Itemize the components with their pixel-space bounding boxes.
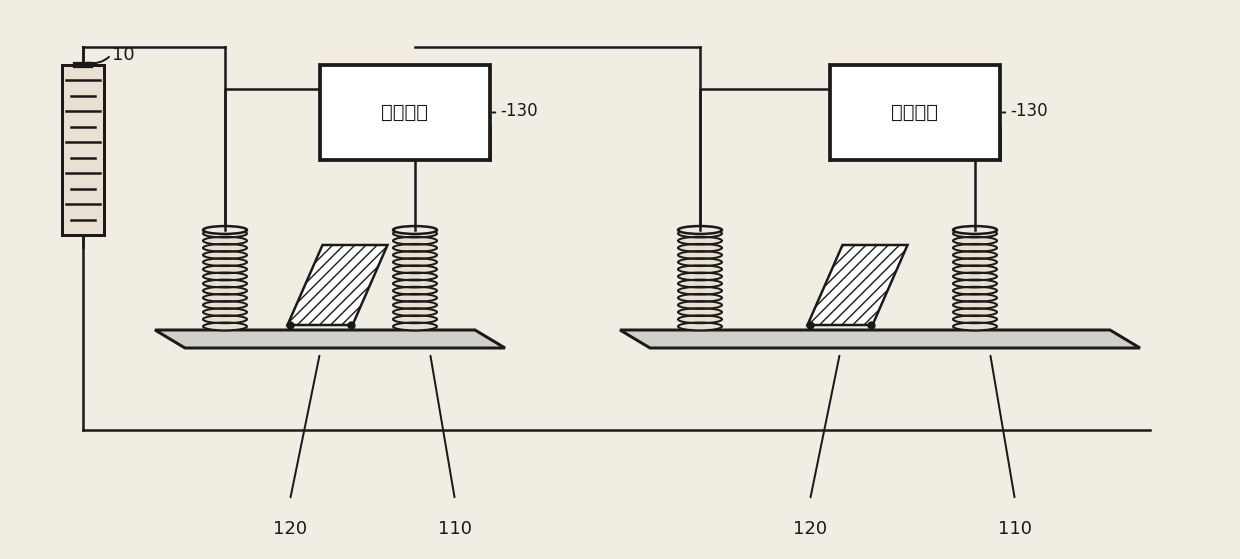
Bar xyxy=(320,65,490,160)
Ellipse shape xyxy=(954,237,997,245)
Ellipse shape xyxy=(678,266,722,273)
Ellipse shape xyxy=(954,315,997,323)
Ellipse shape xyxy=(203,287,247,295)
Ellipse shape xyxy=(203,323,247,330)
Ellipse shape xyxy=(393,251,436,259)
Bar xyxy=(830,65,999,160)
Ellipse shape xyxy=(393,280,436,287)
Ellipse shape xyxy=(203,237,247,245)
Text: -130: -130 xyxy=(500,102,538,120)
Text: 10: 10 xyxy=(112,46,135,64)
Text: -130: -130 xyxy=(1011,102,1048,120)
Ellipse shape xyxy=(954,258,997,266)
Ellipse shape xyxy=(203,226,247,234)
Ellipse shape xyxy=(954,308,997,316)
Ellipse shape xyxy=(393,315,436,323)
Polygon shape xyxy=(288,245,387,325)
Text: 110: 110 xyxy=(438,520,472,538)
Ellipse shape xyxy=(954,230,997,238)
Text: 110: 110 xyxy=(998,520,1032,538)
Ellipse shape xyxy=(678,287,722,295)
Bar xyxy=(62,65,104,235)
Ellipse shape xyxy=(393,237,436,245)
Polygon shape xyxy=(155,330,505,348)
Ellipse shape xyxy=(678,323,722,330)
Ellipse shape xyxy=(678,315,722,323)
Ellipse shape xyxy=(678,251,722,259)
Ellipse shape xyxy=(954,272,997,281)
Ellipse shape xyxy=(393,308,436,316)
Ellipse shape xyxy=(954,226,997,234)
Ellipse shape xyxy=(678,237,722,245)
Ellipse shape xyxy=(203,258,247,266)
Ellipse shape xyxy=(954,266,997,273)
Polygon shape xyxy=(620,330,1140,348)
Ellipse shape xyxy=(203,308,247,316)
Ellipse shape xyxy=(678,272,722,281)
Ellipse shape xyxy=(203,294,247,302)
Ellipse shape xyxy=(954,301,997,309)
Ellipse shape xyxy=(203,315,247,323)
Ellipse shape xyxy=(203,280,247,287)
Ellipse shape xyxy=(393,294,436,302)
Ellipse shape xyxy=(678,258,722,266)
Polygon shape xyxy=(288,245,387,325)
Ellipse shape xyxy=(393,244,436,252)
Ellipse shape xyxy=(203,272,247,281)
Ellipse shape xyxy=(393,226,436,234)
Ellipse shape xyxy=(678,280,722,287)
Ellipse shape xyxy=(393,266,436,273)
Ellipse shape xyxy=(954,244,997,252)
Ellipse shape xyxy=(393,272,436,281)
Ellipse shape xyxy=(678,244,722,252)
Ellipse shape xyxy=(393,258,436,266)
Ellipse shape xyxy=(954,294,997,302)
Ellipse shape xyxy=(678,308,722,316)
Ellipse shape xyxy=(393,287,436,295)
Polygon shape xyxy=(807,245,908,325)
Ellipse shape xyxy=(678,226,722,234)
Ellipse shape xyxy=(203,230,247,238)
Ellipse shape xyxy=(203,301,247,309)
Ellipse shape xyxy=(954,323,997,330)
Ellipse shape xyxy=(393,323,436,330)
Text: 120: 120 xyxy=(792,520,827,538)
Ellipse shape xyxy=(678,294,722,302)
Ellipse shape xyxy=(393,301,436,309)
Ellipse shape xyxy=(954,280,997,287)
Text: 测量单元: 测量单元 xyxy=(892,103,939,122)
Ellipse shape xyxy=(954,287,997,295)
Ellipse shape xyxy=(203,251,247,259)
Ellipse shape xyxy=(678,301,722,309)
Text: 120: 120 xyxy=(273,520,308,538)
Ellipse shape xyxy=(954,251,997,259)
Ellipse shape xyxy=(203,266,247,273)
Ellipse shape xyxy=(678,230,722,238)
Text: 测量单元: 测量单元 xyxy=(382,103,429,122)
Ellipse shape xyxy=(393,230,436,238)
Polygon shape xyxy=(807,245,908,325)
Ellipse shape xyxy=(203,244,247,252)
